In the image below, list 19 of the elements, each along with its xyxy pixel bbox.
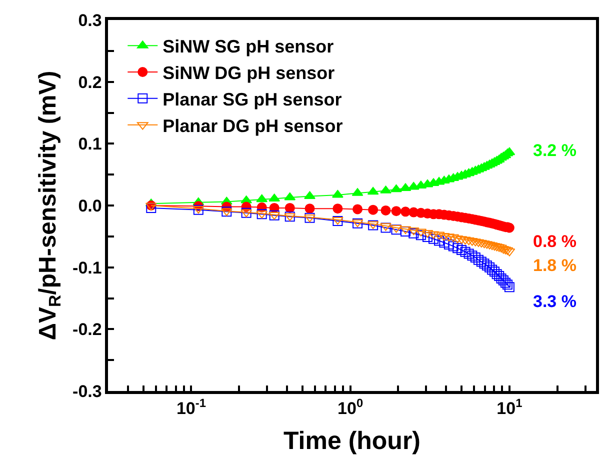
legend-label: Planar DG pH sensor — [162, 116, 343, 136]
y-tick-label: -0.1 — [72, 258, 102, 278]
annotation: 1.8 % — [533, 256, 576, 275]
y-tick-label: 0.1 — [78, 134, 102, 154]
annotation: 3.2 % — [533, 141, 576, 160]
x-tick-label: 10$^{1}$ — [496, 396, 523, 418]
y-tick-label: 0.3 — [78, 10, 102, 30]
y-tick-label: 0.2 — [78, 72, 102, 92]
y-tick-label: -0.3 — [72, 382, 102, 401]
x-tick-label: 10$^{-1}$ — [176, 396, 206, 418]
annotation: 3.3 % — [533, 292, 576, 311]
legend-label: Planar SG pH sensor — [162, 89, 342, 110]
y-tick-label: -0.2 — [72, 320, 102, 340]
legend-label: SiNW DG pH sensor — [162, 63, 335, 84]
legend-label: SiNW SG pH sensor — [162, 36, 334, 57]
x-axis-title: Time (hour) — [283, 427, 421, 456]
y-tick-label: 0.0 — [78, 196, 102, 216]
annotation: 0.8 % — [533, 232, 576, 251]
x-tick-label: 10$^{0}$ — [338, 396, 364, 418]
